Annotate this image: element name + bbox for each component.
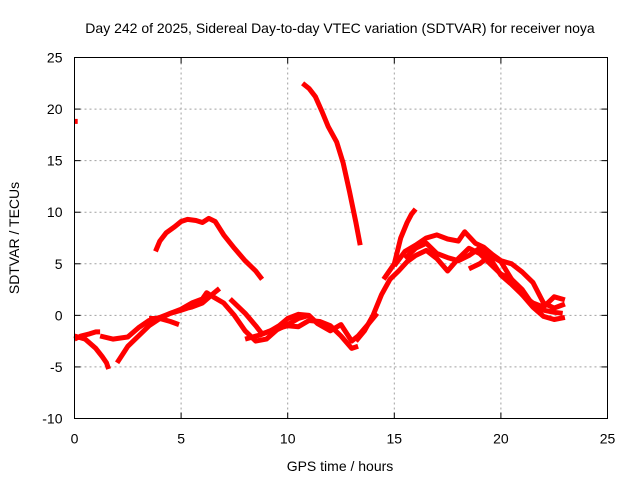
x-axis-label: GPS time / hours [287, 458, 394, 474]
series-line-arc-2 [73, 333, 111, 370]
y-axis-label: SDTVAR / TECUs [6, 182, 22, 294]
chart-title: Day 242 of 2025, Sidereal Day-to-day VTE… [85, 20, 595, 36]
x-tick-label: 0 [71, 431, 79, 447]
y-tick-label: 0 [55, 307, 63, 323]
x-tick-label: 5 [177, 431, 185, 447]
series-line-arc-13 [392, 229, 566, 311]
series-line-arc-14 [403, 240, 566, 310]
y-tick-label: 15 [47, 153, 63, 169]
axis-ticks: 0 5 10 15 20 25 -10 -5 0 5 10 15 20 25 [42, 50, 615, 447]
series-line-arc-8 [228, 297, 380, 344]
series-line-arc-9 [244, 318, 359, 351]
y-tick-label: 20 [47, 101, 63, 117]
series-line-arc-10 [301, 81, 363, 246]
x-tick-label: 25 [600, 431, 616, 447]
series-line-arc-15 [467, 253, 566, 322]
plot-frame [74, 57, 608, 419]
y-tick-label: 5 [55, 256, 63, 272]
y-tick-label: 25 [47, 50, 63, 66]
series-line-arc-6 [153, 215, 265, 281]
series-line-arc-12 [381, 207, 418, 281]
y-tick-label: 10 [47, 204, 63, 220]
series-line-arc-3 [73, 329, 101, 342]
data-series [73, 81, 566, 370]
grid [74, 57, 608, 419]
y-tick-label: -10 [42, 411, 62, 427]
y-tick-label: -5 [50, 359, 63, 375]
series-line-arc-7 [149, 316, 180, 327]
x-tick-label: 15 [387, 431, 403, 447]
x-tick-label: 20 [493, 431, 509, 447]
x-tick-label: 10 [280, 431, 296, 447]
